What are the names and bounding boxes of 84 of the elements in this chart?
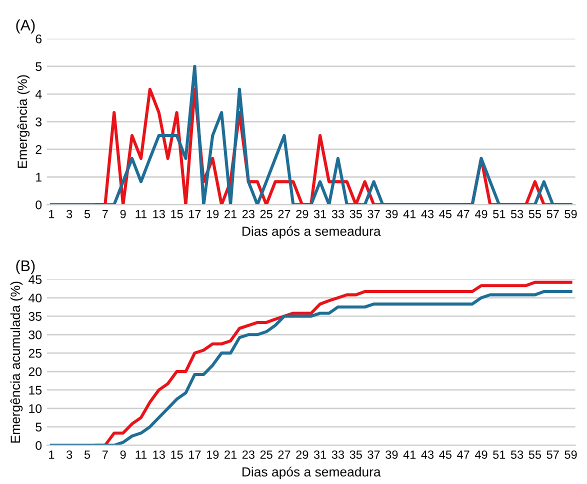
x-tick-label: 13 (153, 450, 165, 459)
x-tick-label: 25 (260, 210, 272, 218)
x-tick-label: 37 (368, 450, 380, 459)
y-tick-label: 10 (29, 404, 42, 414)
line-series (50, 64, 572, 205)
y-tick-label: 40 (28, 294, 42, 302)
x-tick-label: 45 (439, 210, 452, 218)
x-tick-label: 7 (102, 450, 108, 459)
x-tick-label: 31 (314, 450, 326, 459)
y-tick-label: 20 (28, 367, 42, 376)
x-tick-label: 41 (403, 210, 416, 218)
x-tick-label: 15 (171, 210, 183, 218)
x-tick-label: 31 (314, 210, 326, 218)
x-tick-label: 39 (386, 210, 398, 218)
x-tick-label: 27 (278, 450, 290, 459)
y-tick-label: 35 (28, 312, 42, 321)
x-tick-label: 29 (296, 210, 308, 218)
x-tick-label: 47 (457, 210, 470, 218)
x-tick-label: 59 (564, 210, 577, 218)
x-tick-label: 45 (439, 450, 452, 459)
y-tick-label: 30 (28, 330, 42, 340)
x-tick-label: 9 (120, 450, 126, 459)
y-axis-title: Emergência acumulada (%) (10, 282, 23, 443)
y-tick-label: 0 (36, 441, 42, 450)
x-tick-label: 25 (260, 450, 272, 459)
x-tick-label: 19 (206, 450, 219, 459)
x-tick-label: 23 (242, 450, 254, 459)
x-axis-title: Dias após a semeadura (242, 466, 381, 480)
x-tick-label: 21 (224, 210, 237, 218)
chart-title: (A) (16, 19, 35, 34)
y-tick-label: 3 (36, 117, 42, 126)
x-tick-label: 5 (84, 210, 90, 218)
x-tick-label: 21 (224, 450, 237, 459)
y-axis-title: Emergência (%) (17, 75, 30, 168)
x-tick-label: 1 (49, 210, 54, 218)
y-tick-label: 0 (36, 200, 42, 210)
x-tick-label: 57 (546, 450, 559, 459)
y-tick-label: 4 (35, 90, 42, 99)
x-tick-label: 35 (350, 450, 362, 459)
x-tick-label: 33 (332, 210, 344, 218)
x-tick-label: 49 (474, 450, 488, 459)
x-tick-label: 13 (153, 210, 165, 218)
chart-title: (B) (16, 260, 35, 274)
y-tick-label: 5 (36, 422, 42, 432)
y-tick-label: 1 (36, 172, 42, 182)
x-tick-label: 23 (242, 210, 254, 218)
x-tick-label: 33 (332, 450, 344, 459)
x-tick-label: 51 (493, 450, 506, 459)
x-tick-label: 41 (403, 450, 416, 459)
x-tick-label: 11 (136, 450, 147, 459)
x-tick-label: 27 (278, 210, 290, 218)
y-tick-label: 15 (29, 386, 42, 395)
x-tick-label: 35 (350, 210, 362, 218)
x-tick-label: 55 (528, 450, 542, 459)
x-tick-label: 15 (171, 450, 183, 459)
y-tick-label: 5 (36, 62, 42, 72)
x-tick-label: 29 (296, 450, 308, 459)
x-tick-label: 53 (510, 210, 524, 218)
y-tick-label: 45 (28, 275, 42, 284)
x-tick-label: 43 (421, 210, 434, 218)
x-tick-label: 17 (189, 210, 201, 218)
x-axis-title: Dias após a semeadura (242, 226, 381, 239)
x-tick-label: 43 (421, 450, 434, 459)
x-tick-label: 1 (49, 450, 54, 459)
x-tick-label: 53 (510, 450, 524, 459)
x-tick-label: 55 (528, 210, 542, 218)
x-tick-label: 19 (206, 210, 219, 218)
x-tick-label: 47 (457, 450, 470, 459)
x-tick-label: 51 (493, 210, 506, 218)
x-tick-label: 57 (546, 210, 559, 218)
y-tick-label: 2 (36, 145, 42, 154)
x-tick-label: 17 (189, 450, 201, 459)
x-tick-label: 59 (564, 450, 577, 459)
x-tick-label: 3 (66, 210, 72, 218)
x-tick-label: 7 (102, 210, 108, 218)
x-tick-label: 5 (84, 450, 90, 459)
x-tick-label: 37 (368, 210, 380, 218)
x-tick-label: 39 (386, 450, 398, 459)
y-tick-label: 25 (28, 348, 42, 358)
x-tick-label: 3 (66, 450, 72, 459)
x-tick-label: 49 (474, 210, 488, 218)
x-tick-label: 11 (136, 210, 147, 218)
x-tick-label: 9 (120, 210, 126, 218)
y-tick-label: 6 (36, 34, 42, 44)
